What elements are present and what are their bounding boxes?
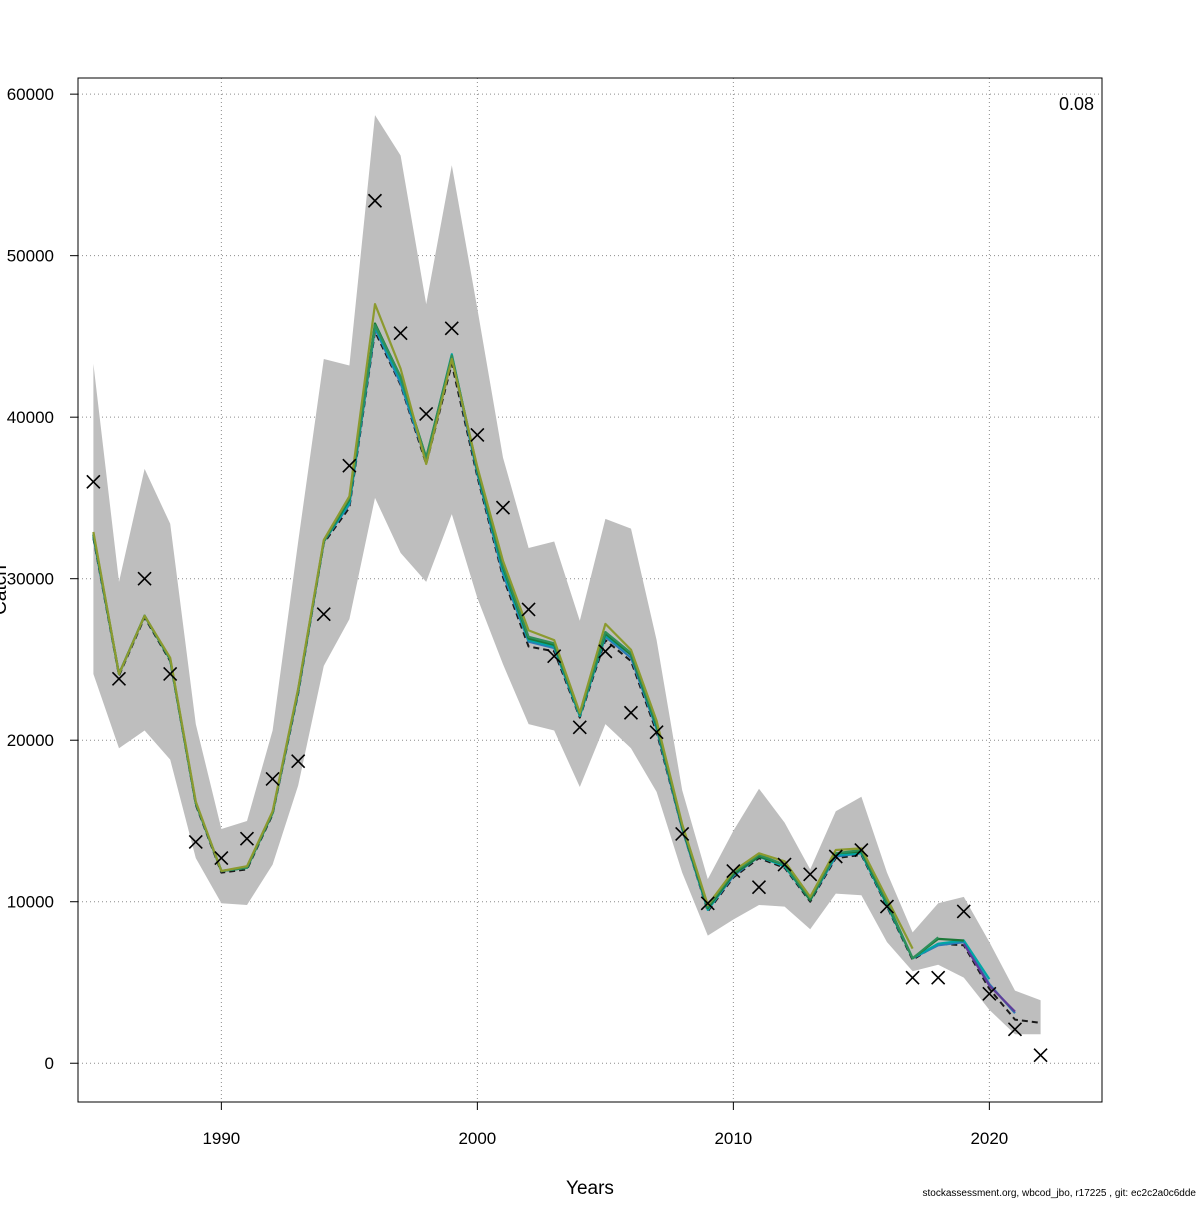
x-tick-label: 2000 bbox=[458, 1129, 496, 1148]
observed-point bbox=[137, 571, 152, 586]
observed-point bbox=[419, 406, 434, 422]
observed-point-stroke bbox=[495, 500, 511, 515]
observed-points bbox=[86, 193, 1048, 1063]
x-tick-label: 2010 bbox=[714, 1129, 752, 1148]
x-tick-label: 2020 bbox=[970, 1129, 1008, 1148]
y-tick-label: 20000 bbox=[7, 731, 54, 750]
observed-point bbox=[649, 725, 664, 740]
observed-point bbox=[726, 863, 741, 879]
observed-point bbox=[239, 831, 255, 846]
observed-point-stroke bbox=[86, 474, 101, 489]
observed-point bbox=[982, 986, 997, 1001]
observed-point-stroke bbox=[982, 986, 997, 1001]
corner-label: 0.08 bbox=[1059, 94, 1094, 114]
observed-point bbox=[367, 193, 383, 208]
observed-point bbox=[316, 607, 331, 622]
y-tick-label: 60000 bbox=[7, 85, 54, 104]
observed-point bbox=[956, 904, 971, 919]
observed-point-stroke bbox=[700, 896, 715, 911]
x-axis-title: Years bbox=[566, 1178, 614, 1199]
observed-point bbox=[623, 705, 639, 720]
observed-point-stroke bbox=[879, 899, 895, 914]
observed-point-stroke bbox=[547, 649, 562, 664]
observed-point-stroke bbox=[214, 851, 229, 866]
observed-point bbox=[777, 857, 792, 872]
observed-point-stroke bbox=[623, 705, 639, 720]
observed-point bbox=[1007, 1022, 1023, 1037]
observed-point bbox=[675, 826, 690, 841]
observed-point-stroke bbox=[572, 720, 587, 735]
series-line-6 bbox=[92, 303, 914, 950]
y-tick-label: 50000 bbox=[7, 247, 54, 266]
observed-point-stroke bbox=[828, 849, 843, 864]
observed-point bbox=[931, 970, 946, 985]
y-tick-label: 30000 bbox=[7, 570, 54, 589]
observed-point-stroke bbox=[905, 970, 920, 985]
observed-point bbox=[700, 896, 715, 911]
observed-point-stroke bbox=[419, 406, 434, 422]
observed-point-stroke bbox=[649, 725, 664, 740]
observed-point-stroke bbox=[956, 904, 971, 919]
observed-point bbox=[751, 880, 767, 895]
observed-point bbox=[291, 754, 306, 769]
observed-point-stroke bbox=[470, 427, 485, 443]
series-lines bbox=[92, 303, 1041, 1024]
observed-point bbox=[803, 867, 818, 882]
observed-point bbox=[342, 458, 357, 473]
y-tick-label: 0 bbox=[45, 1054, 54, 1073]
observed-point-stroke bbox=[1007, 1022, 1023, 1037]
observed-point-stroke bbox=[188, 834, 203, 850]
observed-point bbox=[111, 671, 127, 686]
observed-point bbox=[828, 849, 843, 864]
observed-point-stroke bbox=[239, 831, 255, 846]
observed-point bbox=[214, 851, 229, 866]
observed-point-stroke bbox=[111, 671, 127, 686]
observed-point bbox=[521, 602, 536, 617]
y-axis-title: Catch bbox=[0, 565, 11, 615]
observed-point bbox=[86, 474, 101, 489]
series-line-7 bbox=[962, 943, 1016, 1013]
plot-frame bbox=[77, 77, 1103, 1103]
observed-point-stroke bbox=[163, 666, 178, 682]
observed-point-stroke bbox=[803, 867, 818, 882]
observed-point-stroke bbox=[137, 571, 152, 586]
observed-point-stroke bbox=[521, 602, 536, 617]
observed-point bbox=[470, 427, 485, 443]
observed-point bbox=[905, 970, 920, 985]
observed-point bbox=[495, 500, 511, 515]
observed-point bbox=[393, 326, 408, 341]
observed-point-stroke bbox=[854, 842, 869, 858]
observed-point bbox=[598, 644, 613, 659]
observed-point-stroke bbox=[751, 880, 767, 895]
observed-point-stroke bbox=[777, 857, 792, 872]
observed-point bbox=[547, 649, 562, 664]
observed-point-stroke bbox=[444, 321, 459, 336]
observed-point bbox=[572, 720, 587, 735]
observed-point bbox=[265, 771, 280, 787]
observed-point bbox=[1033, 1048, 1048, 1063]
footer-credit: stockassessment.org, wbcod_jbo, r17225 ,… bbox=[923, 1188, 1197, 1199]
observed-point-stroke bbox=[393, 326, 408, 341]
observed-point bbox=[188, 834, 203, 850]
y-tick-label: 40000 bbox=[7, 408, 54, 427]
observed-point-stroke bbox=[675, 826, 690, 841]
observed-point-stroke bbox=[291, 754, 306, 769]
observed-point-stroke bbox=[265, 771, 280, 787]
observed-point-stroke bbox=[342, 458, 357, 473]
y-tick-label: 10000 bbox=[7, 893, 54, 912]
observed-point bbox=[444, 321, 459, 336]
observed-point-stroke bbox=[931, 970, 946, 985]
observed-point-stroke bbox=[726, 863, 741, 879]
observed-point-stroke bbox=[598, 644, 613, 659]
observed-point bbox=[879, 899, 895, 914]
observed-point-stroke bbox=[316, 607, 331, 622]
observed-point-stroke bbox=[367, 193, 383, 208]
observed-point bbox=[163, 666, 178, 682]
axes: 1990 2000 2010 2020 0 10000 20000 30000 40000 500… bbox=[7, 85, 1009, 1148]
observed-point bbox=[854, 842, 869, 858]
x-tick-label: 1990 bbox=[202, 1129, 240, 1148]
observed-point-stroke bbox=[1033, 1048, 1048, 1063]
